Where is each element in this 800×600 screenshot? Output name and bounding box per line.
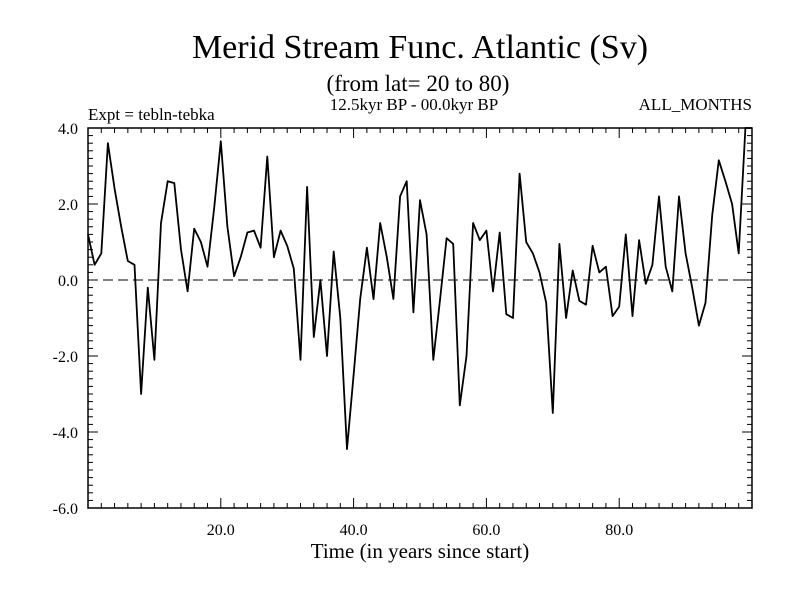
y-tick-label: 2.0 — [58, 197, 78, 214]
axis-ticks — [88, 128, 752, 508]
plot-frame — [87, 127, 753, 509]
x-tick-labels: 20.0 40.0 60.0 80.0 — [207, 522, 633, 539]
chart-title: Merid Stream Func. Atlantic (Sv) — [192, 29, 648, 66]
y-tick-label: 0.0 — [58, 273, 78, 290]
period-label: 12.5kyr BP - 00.0kyr BP — [330, 95, 498, 114]
x-tick-label: 20.0 — [207, 522, 235, 539]
x-axis-label: Time (in years since start) — [311, 539, 530, 563]
y-tick-label: -6.0 — [53, 501, 78, 518]
expt-label: Expt = tebln-tebka — [88, 105, 215, 124]
y-tick-label: -4.0 — [53, 425, 78, 442]
x-tick-label: 80.0 — [605, 522, 633, 539]
y-tick-label: -2.0 — [53, 349, 78, 366]
months-label: ALL_MONTHS — [639, 95, 752, 114]
x-tick-label: 40.0 — [340, 522, 368, 539]
chart-subtitle: (from lat= 20 to 80) — [327, 71, 510, 96]
y-tick-labels: -6.0 -4.0 -2.0 0.0 2.0 4.0 — [53, 121, 78, 518]
series-line — [87, 127, 752, 451]
x-tick-label: 60.0 — [472, 522, 500, 539]
y-tick-label: 4.0 — [58, 121, 78, 138]
series-group — [87, 127, 752, 451]
